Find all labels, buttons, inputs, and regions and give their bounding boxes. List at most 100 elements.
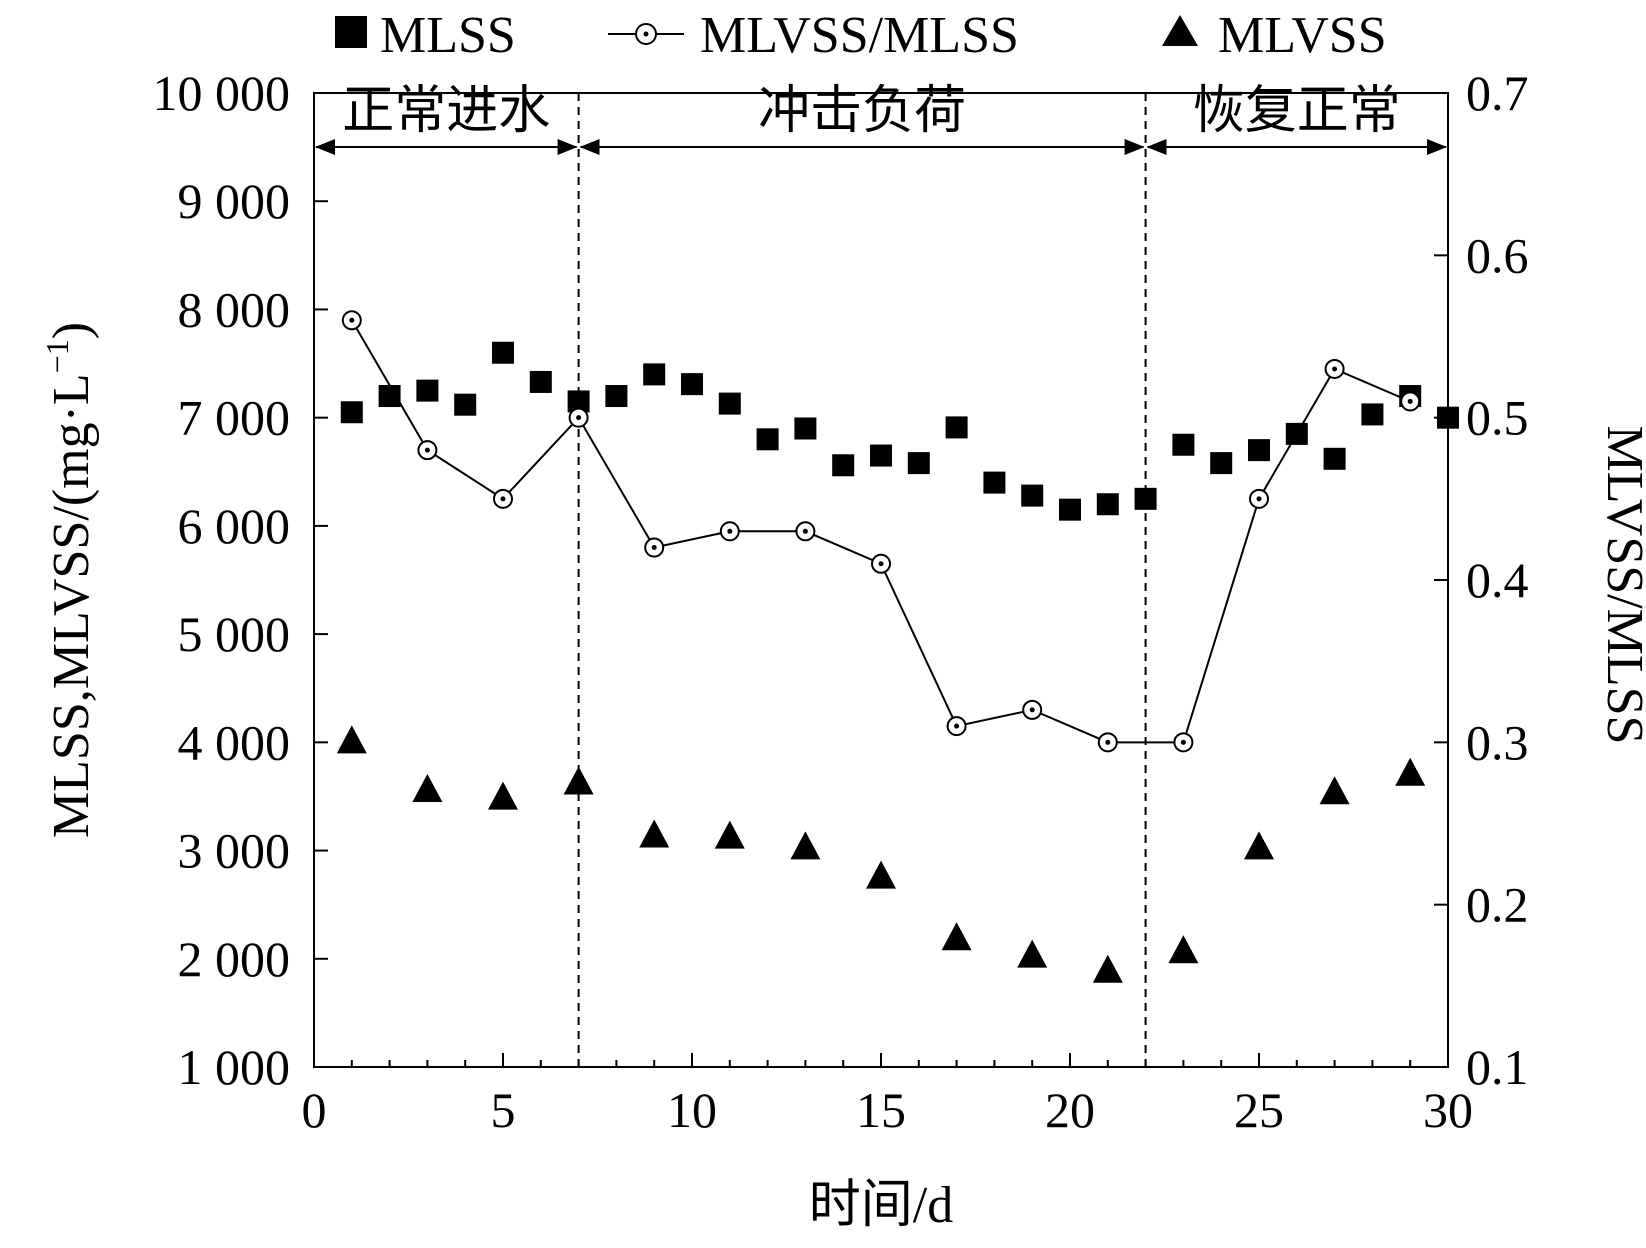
- ratio-point-dot: [424, 447, 430, 453]
- mlvss-point: [1092, 954, 1123, 983]
- mlss-point: [1248, 439, 1270, 462]
- ratio-point-dot: [500, 496, 506, 502]
- y-axis-right: 0.1 0.2 0.3 0.4 0.5 0.6 0.7: [1434, 65, 1529, 1095]
- y-right-tick-label: 0.3: [1466, 714, 1529, 770]
- mlvss-point: [563, 766, 594, 795]
- mlss-point: [340, 401, 363, 424]
- mlss-point: [718, 392, 741, 415]
- legend-label-mlvss: MLVSS: [1218, 7, 1387, 64]
- mlvss-point: [488, 781, 518, 810]
- mlss-point: [1134, 487, 1157, 510]
- legend-marker-ratio-dot: [643, 31, 649, 37]
- y-left-tick-label: 9 000: [178, 173, 291, 229]
- y-right-tick-label: 0.7: [1466, 65, 1529, 121]
- y-left-tick-label: 3 000: [178, 823, 291, 879]
- y-left-tick-label: 8 000: [178, 281, 291, 337]
- mlss-point: [1096, 493, 1119, 516]
- mlss-point: [1437, 406, 1459, 429]
- y-axis-left-title-main: MLSS,MLVSS/(mg·L: [43, 373, 100, 838]
- y-axis-left-title-sup: −1: [39, 339, 75, 373]
- mlss-point: [1323, 447, 1346, 470]
- legend-label-mlss: MLSS: [380, 7, 516, 64]
- mlvss-point: [941, 922, 972, 951]
- phase-label: 冲击负荷: [758, 83, 966, 140]
- y-right-tick-label: 0.5: [1466, 390, 1529, 446]
- mlss-point: [567, 390, 590, 413]
- y-left-tick-label: 5 000: [178, 606, 291, 662]
- y-axis-left: 1 000 2 000 3 000 4 000 5 000 6 000 7 000 8 000…: [153, 65, 328, 1095]
- mlss-point: [1059, 498, 1081, 521]
- y-axis-right-title: MLVSS/MLSS: [1596, 426, 1646, 745]
- mlss-point: [794, 417, 817, 440]
- mlvss-point: [866, 860, 896, 889]
- mlss-point: [529, 370, 552, 393]
- mlvss-point: [639, 819, 670, 848]
- y-left-tick-label: 4 000: [178, 714, 291, 770]
- mlss-point: [454, 393, 477, 416]
- mlvss-point: [790, 831, 821, 860]
- series-mlvss: [336, 725, 1426, 983]
- mlss-point: [1021, 484, 1044, 507]
- x-axis: 0 5 10 15 20 25 30: [302, 1053, 1473, 1138]
- ratio-point-dot: [727, 528, 733, 534]
- ratio-point-dot: [954, 723, 960, 729]
- phase-label: 恢复正常: [1193, 83, 1401, 140]
- legend-label-ratio: MLVSS/MLSS: [700, 7, 1019, 64]
- plot-frame: [313, 92, 1449, 1068]
- ratio-point-dot: [651, 545, 657, 551]
- y-left-tick-label: 1 000: [178, 1039, 291, 1095]
- y-axis-left-title-end: ): [43, 322, 100, 339]
- ratio-line: [350, 319, 1411, 744]
- mlvss-point: [1017, 939, 1048, 968]
- y-left-tick-label: 6 000: [178, 498, 291, 554]
- mlss-point: [1210, 452, 1233, 475]
- mlss-point: [907, 452, 930, 475]
- mlss-point: [492, 341, 514, 364]
- mlss-point: [605, 385, 628, 408]
- mlss-point: [681, 373, 703, 396]
- mlss-point: [1361, 403, 1384, 426]
- y-right-tick-label: 0.4: [1466, 552, 1529, 608]
- ratio-point-dot: [802, 528, 808, 534]
- ratio-point-dot: [1029, 707, 1035, 713]
- y-right-tick-label: 0.6: [1466, 227, 1529, 283]
- phase-label: 正常进水: [342, 83, 550, 140]
- series-mlss: [340, 341, 1459, 521]
- mlvss-point: [1244, 831, 1274, 860]
- y-left-tick-label: 10 000: [153, 65, 291, 121]
- ratio-point-dot: [1332, 366, 1338, 372]
- mlvss-point: [714, 820, 745, 849]
- y-right-tick-label: 0.1: [1466, 1039, 1529, 1095]
- ratio-point-dot: [1180, 739, 1186, 745]
- mlss-point: [1172, 433, 1195, 456]
- x-tick-label: 10: [667, 1082, 717, 1138]
- ratio-point-dot: [1105, 739, 1111, 745]
- x-tick-label: 0: [302, 1082, 327, 1138]
- mlvss-point: [1395, 757, 1426, 786]
- x-tick-label: 15: [856, 1082, 906, 1138]
- mlss-point: [756, 428, 779, 451]
- ratio-point-dot: [576, 415, 582, 421]
- mlvss-point: [412, 774, 443, 803]
- mlss-point: [870, 444, 892, 467]
- x-tick-label: 25: [1234, 1082, 1284, 1138]
- y-left-tick-label: 7 000: [178, 390, 291, 446]
- mlvss-point: [336, 725, 367, 754]
- mlss-point: [983, 471, 1006, 494]
- y-axis-left-title: MLSS,MLVSS/(mg·L−1): [39, 322, 100, 838]
- series-ratio: [341, 310, 1421, 753]
- mlvss-point: [1319, 776, 1350, 805]
- x-axis-title: 时间/d: [809, 1177, 953, 1234]
- ratio-point-dot: [878, 561, 884, 567]
- x-tick-label: 5: [491, 1082, 516, 1138]
- y-left-tick-label: 2 000: [178, 931, 291, 987]
- x-tick-label: 30: [1423, 1082, 1473, 1138]
- ratio-point-dot: [1256, 496, 1262, 502]
- phase-annotations: 正常进水 冲击负荷 恢复正常: [315, 83, 1447, 1067]
- legend-marker-mlvss: [1162, 15, 1198, 46]
- mlss-point: [416, 379, 439, 402]
- ratio-point-dot: [349, 317, 355, 323]
- legend-marker-mlss: [335, 16, 367, 48]
- x-tick-label: 20: [1045, 1082, 1095, 1138]
